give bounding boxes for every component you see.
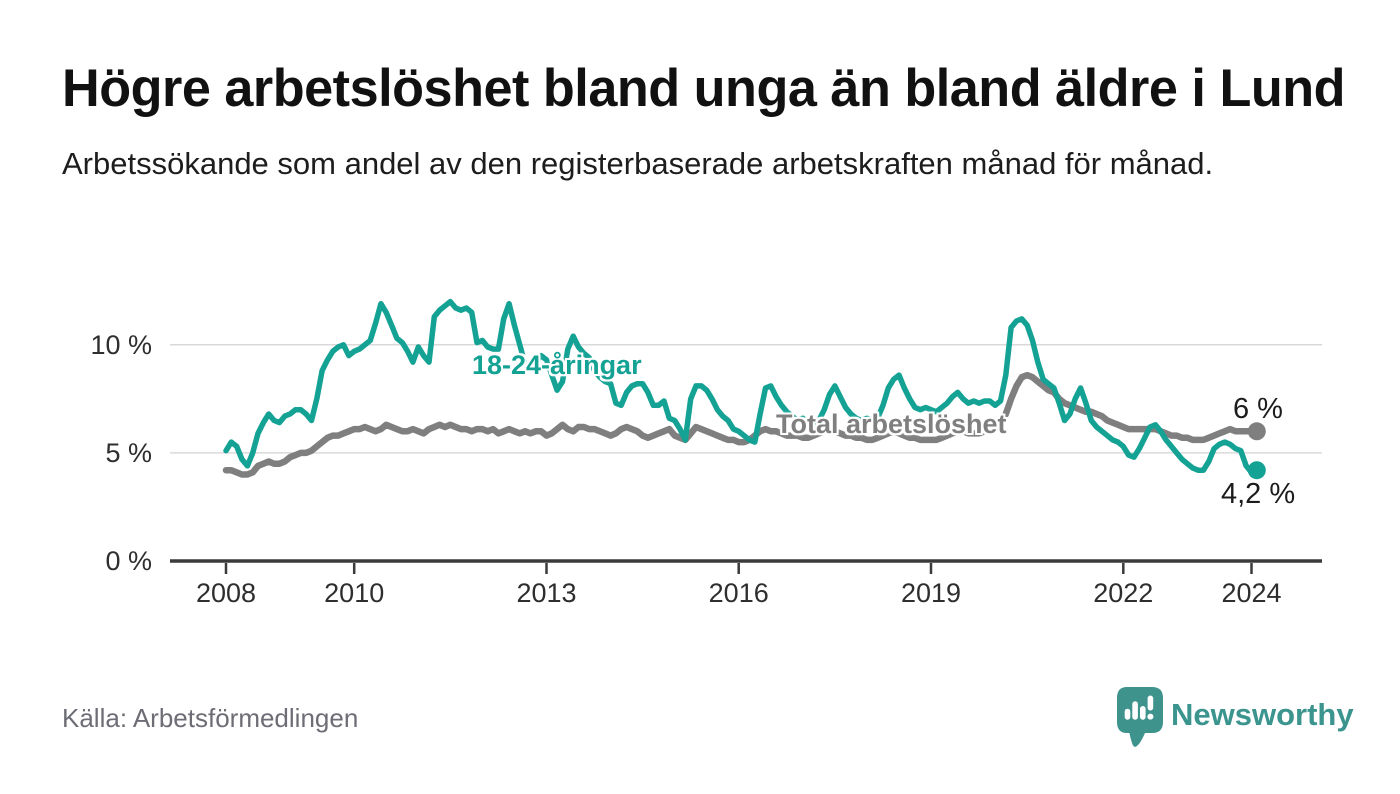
- exclamation-dot: [1147, 713, 1154, 720]
- x-axis-tick-label: 2019: [901, 578, 961, 608]
- x-axis-tick-label: 2013: [516, 578, 576, 608]
- series-label-total: Total arbetslöshet: [776, 409, 1007, 439]
- brand-name: Newsworthy: [1171, 697, 1354, 732]
- bar-2: [1132, 701, 1138, 720]
- end-value-label-youth: 4,2 %: [1221, 478, 1296, 510]
- y-axis-tick-label: 0 %: [105, 546, 152, 576]
- x-axis-tick-label: 2010: [324, 578, 384, 608]
- chart-subtitle: Arbetssökande som andel av den registerb…: [62, 146, 1214, 181]
- x-axis-tick-label: 2008: [196, 578, 256, 608]
- speech-bubble-bar-chart-icon: [1117, 687, 1163, 747]
- series-label-youth: 18-24-åringar: [472, 350, 642, 380]
- brand-logo: Newsworthy: [1116, 686, 1376, 756]
- series-end-dot-youth: [1247, 461, 1266, 480]
- bar-1: [1124, 708, 1131, 720]
- page-title: Högre arbetslöshet bland unga än bland ä…: [62, 59, 1346, 118]
- exclamation-stem: [1147, 695, 1154, 711]
- series-line-total: [222, 371, 1261, 478]
- series-end-dot-total: [1247, 422, 1266, 441]
- y-axis-tick-label: 5 %: [105, 438, 152, 468]
- series-line-youth: [223, 298, 1260, 476]
- y-axis-tick-label: 10 %: [90, 330, 152, 360]
- source-attribution: Källa: Arbetsförmedlingen: [62, 703, 359, 733]
- x-axis-tick-label: 2016: [709, 578, 769, 608]
- end-value-label-total: 6 %: [1233, 393, 1283, 425]
- bar-3: [1140, 706, 1146, 720]
- x-axis-tick-label: 2022: [1093, 578, 1153, 608]
- x-axis-tick-label: 2024: [1221, 578, 1281, 608]
